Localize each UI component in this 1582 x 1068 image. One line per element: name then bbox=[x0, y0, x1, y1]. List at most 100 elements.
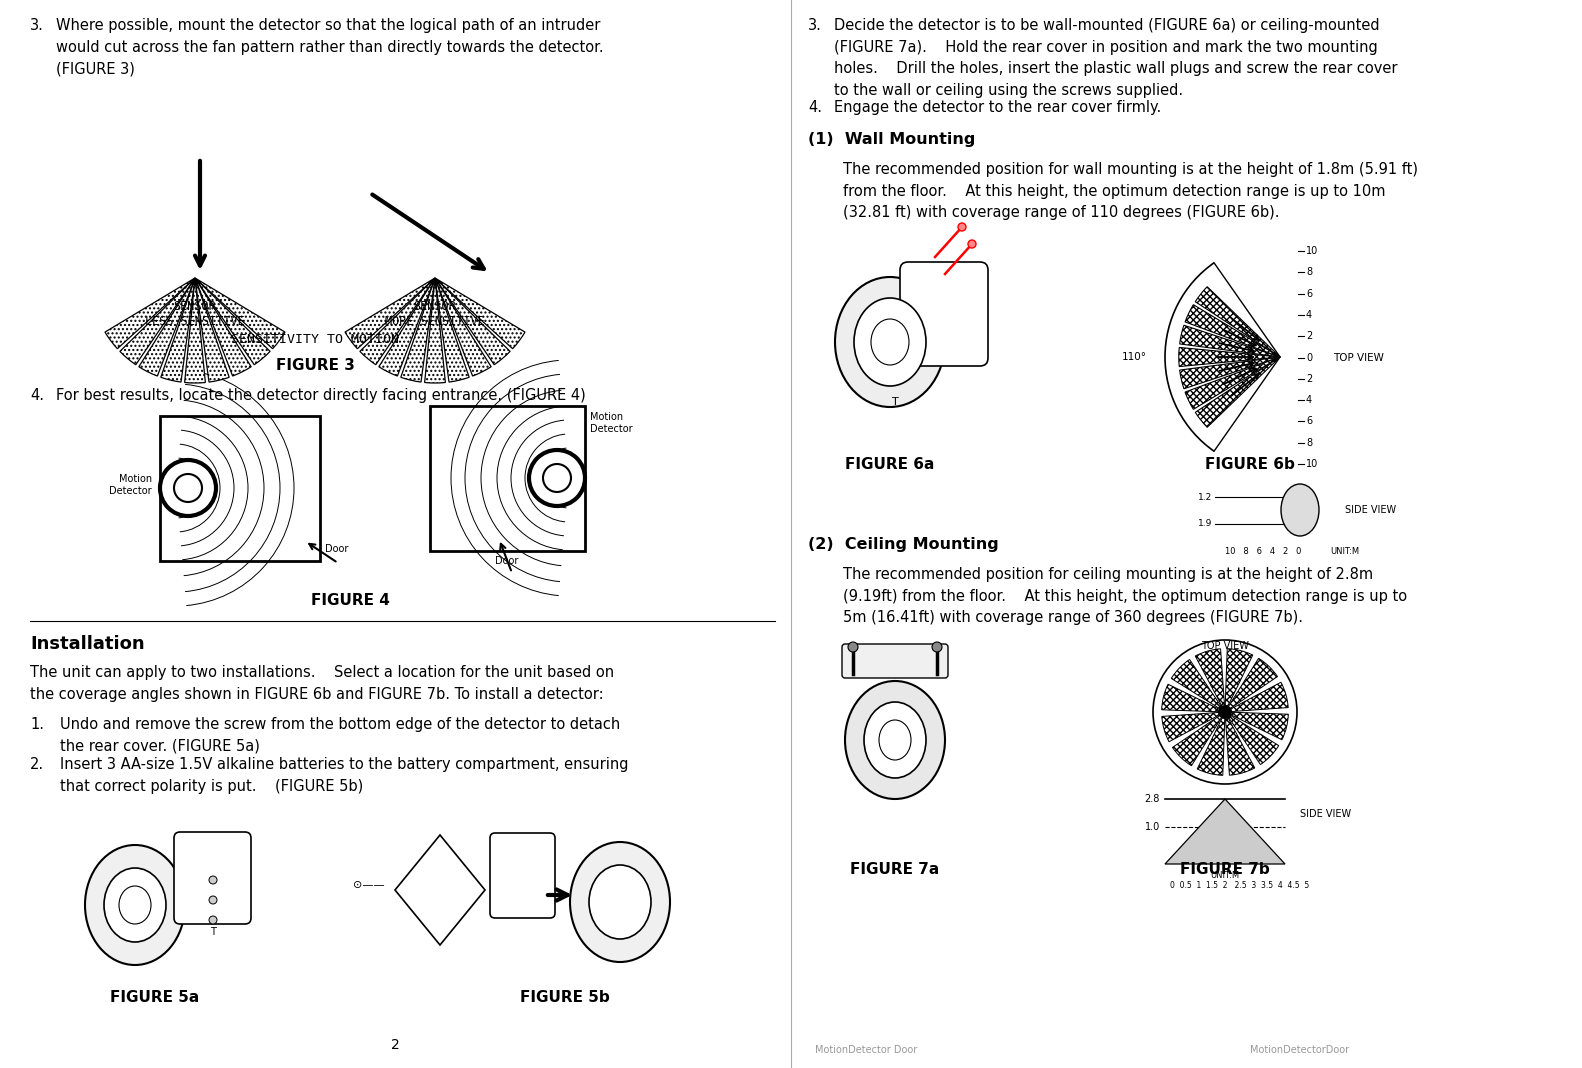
FancyBboxPatch shape bbox=[842, 644, 948, 678]
Wedge shape bbox=[195, 278, 285, 349]
Text: FIGURE 6a: FIGURE 6a bbox=[845, 457, 935, 472]
Ellipse shape bbox=[570, 842, 671, 962]
Text: 8: 8 bbox=[1307, 267, 1311, 278]
Text: Engage the detector to the rear cover firmly.: Engage the detector to the rear cover fi… bbox=[834, 100, 1161, 115]
Circle shape bbox=[209, 896, 217, 904]
Wedge shape bbox=[1171, 659, 1224, 712]
Circle shape bbox=[160, 460, 217, 516]
Wedge shape bbox=[1224, 658, 1278, 712]
Ellipse shape bbox=[85, 845, 185, 965]
Text: The recommended position for wall mounting is at the height of 1.8m (5.91 ft)
fr: The recommended position for wall mounti… bbox=[843, 162, 1417, 220]
Text: Motion
Detector: Motion Detector bbox=[109, 474, 152, 496]
Wedge shape bbox=[1224, 682, 1288, 712]
Text: SENSOR
MORE SENSITIVE: SENSOR MORE SENSITIVE bbox=[384, 300, 484, 328]
Text: 2: 2 bbox=[1307, 331, 1311, 342]
Ellipse shape bbox=[589, 865, 652, 939]
Text: 3.: 3. bbox=[808, 18, 823, 33]
Ellipse shape bbox=[880, 720, 911, 760]
Wedge shape bbox=[161, 278, 195, 382]
Text: SIDE VIEW: SIDE VIEW bbox=[1300, 808, 1351, 819]
Text: UNIT:M: UNIT:M bbox=[1210, 871, 1239, 880]
Wedge shape bbox=[1196, 286, 1280, 357]
Wedge shape bbox=[435, 278, 525, 349]
Bar bbox=[430, 406, 585, 551]
Text: FIGURE 6b: FIGURE 6b bbox=[1205, 457, 1296, 472]
Text: 0  0.5  1  1.5  2   2.5  3  3.5  4  4.5  5: 0 0.5 1 1.5 2 2.5 3 3.5 4 4.5 5 bbox=[1171, 881, 1310, 890]
FancyBboxPatch shape bbox=[900, 262, 989, 366]
Text: 4: 4 bbox=[1307, 395, 1311, 405]
Text: FIGURE 5b: FIGURE 5b bbox=[520, 990, 611, 1005]
Text: FIGURE 5a: FIGURE 5a bbox=[111, 990, 199, 1005]
Wedge shape bbox=[1179, 347, 1280, 366]
Wedge shape bbox=[345, 278, 435, 349]
Circle shape bbox=[848, 642, 857, 651]
Ellipse shape bbox=[854, 298, 925, 386]
Wedge shape bbox=[424, 278, 446, 383]
Wedge shape bbox=[139, 278, 195, 376]
Circle shape bbox=[1153, 640, 1297, 784]
Text: 2.8: 2.8 bbox=[1145, 794, 1160, 804]
Wedge shape bbox=[195, 278, 271, 364]
Text: T: T bbox=[210, 927, 215, 937]
Text: 1.9: 1.9 bbox=[1198, 519, 1212, 529]
Text: (1)  Wall Mounting: (1) Wall Mounting bbox=[808, 132, 976, 147]
Text: +: + bbox=[430, 279, 438, 289]
Wedge shape bbox=[1224, 648, 1253, 712]
Wedge shape bbox=[1196, 357, 1280, 427]
Wedge shape bbox=[195, 278, 229, 382]
Wedge shape bbox=[185, 278, 206, 383]
Wedge shape bbox=[195, 278, 252, 376]
Circle shape bbox=[932, 642, 941, 651]
Wedge shape bbox=[1161, 685, 1224, 712]
Wedge shape bbox=[435, 278, 470, 382]
Wedge shape bbox=[1180, 326, 1280, 357]
Text: Undo and remove the screw from the bottom edge of the detector to detach
the rea: Undo and remove the screw from the botto… bbox=[60, 717, 620, 754]
Wedge shape bbox=[1185, 357, 1280, 409]
Text: Door: Door bbox=[324, 544, 348, 554]
Wedge shape bbox=[1224, 712, 1255, 775]
Text: The recommended position for ceiling mounting is at the height of 2.8m
(9.19ft) : The recommended position for ceiling mou… bbox=[843, 567, 1406, 625]
Circle shape bbox=[209, 916, 217, 924]
Text: 6: 6 bbox=[1307, 288, 1311, 299]
Text: ⊙——: ⊙—— bbox=[353, 880, 384, 890]
Text: 10: 10 bbox=[1307, 247, 1318, 256]
Circle shape bbox=[528, 450, 585, 506]
Text: The unit can apply to two installations.    Select a location for the unit based: The unit can apply to two installations.… bbox=[30, 665, 614, 702]
Text: FIGURE 7b: FIGURE 7b bbox=[1180, 862, 1270, 877]
Text: SIDE VIEW: SIDE VIEW bbox=[1345, 505, 1397, 515]
Text: MotionDetector Door: MotionDetector Door bbox=[815, 1045, 918, 1055]
Text: For best results, locate the detector directly facing entrance. (FIGURE 4): For best results, locate the detector di… bbox=[55, 388, 585, 403]
Circle shape bbox=[543, 464, 571, 492]
Text: 4: 4 bbox=[1307, 310, 1311, 320]
Wedge shape bbox=[435, 278, 490, 376]
Wedge shape bbox=[120, 278, 195, 364]
Wedge shape bbox=[1180, 357, 1280, 389]
Text: 3.: 3. bbox=[30, 18, 44, 33]
Text: 6: 6 bbox=[1307, 417, 1311, 426]
Text: (2)  Ceiling Mounting: (2) Ceiling Mounting bbox=[808, 537, 998, 552]
Ellipse shape bbox=[119, 886, 150, 924]
Text: T: T bbox=[892, 397, 899, 407]
Text: 1.: 1. bbox=[30, 717, 44, 732]
Ellipse shape bbox=[835, 277, 944, 407]
Text: TOP VIEW: TOP VIEW bbox=[1334, 352, 1384, 362]
Text: TOP VIEW: TOP VIEW bbox=[1201, 641, 1248, 651]
Text: Where possible, mount the detector so that the logical path of an intruder
would: Where possible, mount the detector so th… bbox=[55, 18, 604, 76]
Text: 4.: 4. bbox=[30, 388, 44, 403]
Wedge shape bbox=[359, 278, 435, 364]
Text: SENSOR
LESS SENSITIVE: SENSOR LESS SENSITIVE bbox=[146, 300, 245, 328]
Wedge shape bbox=[104, 278, 195, 349]
Text: Decide the detector is to be wall-mounted (FIGURE 6a) or ceiling-mounted
(FIGURE: Decide the detector is to be wall-mounte… bbox=[834, 18, 1397, 98]
Text: 110°: 110° bbox=[1122, 352, 1147, 362]
FancyBboxPatch shape bbox=[490, 833, 555, 918]
Circle shape bbox=[959, 223, 967, 231]
Circle shape bbox=[968, 240, 976, 248]
Ellipse shape bbox=[104, 868, 166, 942]
Wedge shape bbox=[1172, 712, 1224, 766]
Text: SENSITIVITY TO MOTION: SENSITIVITY TO MOTION bbox=[231, 333, 399, 346]
Text: Installation: Installation bbox=[30, 635, 144, 653]
Ellipse shape bbox=[845, 681, 944, 799]
Circle shape bbox=[1218, 705, 1232, 719]
Circle shape bbox=[174, 474, 202, 502]
Text: 2.: 2. bbox=[30, 757, 44, 772]
